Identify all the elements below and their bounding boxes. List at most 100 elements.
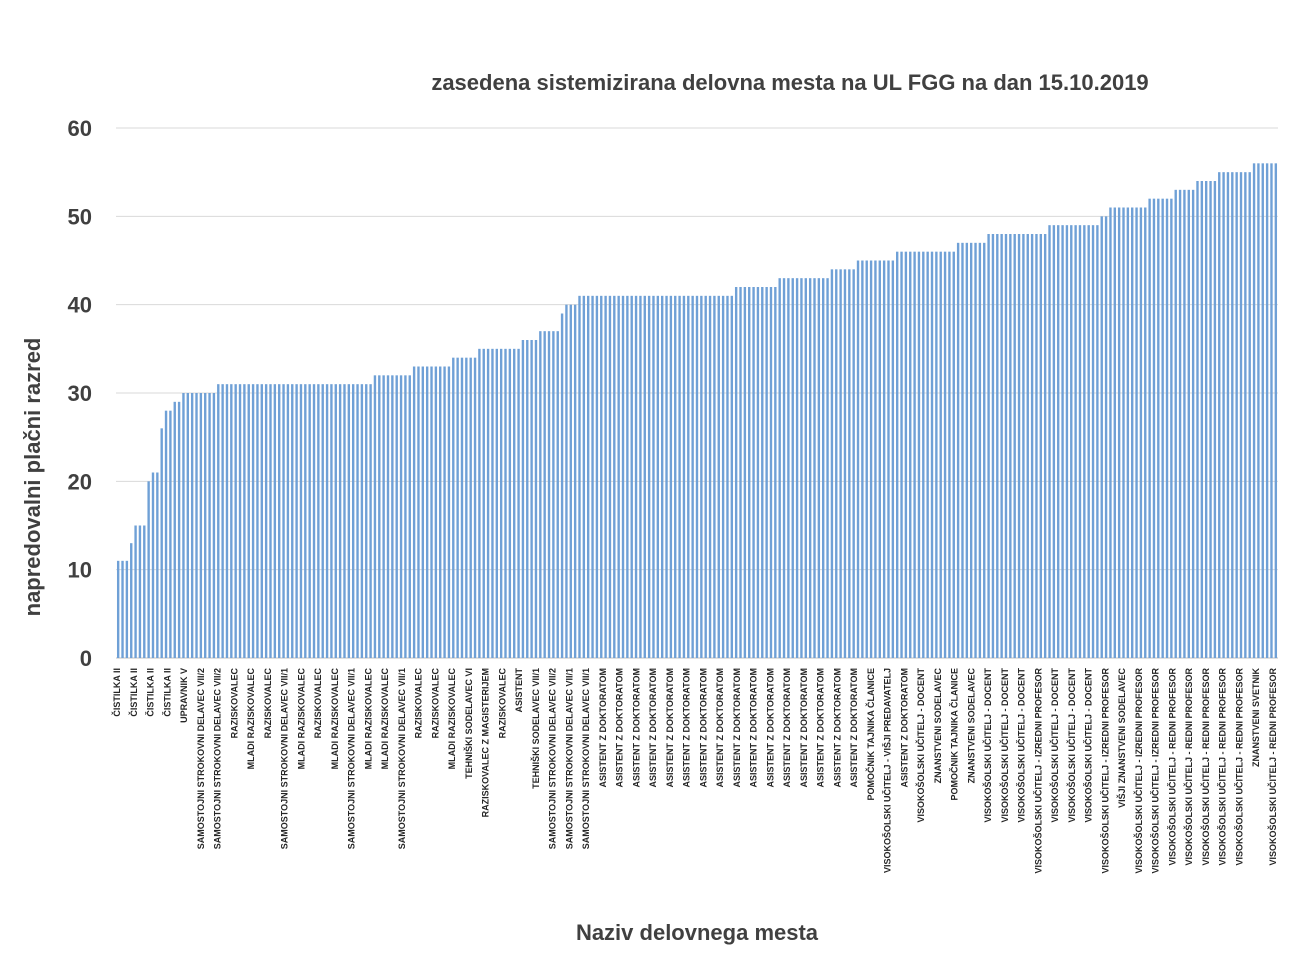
bar: [917, 251, 921, 659]
bar: [639, 295, 642, 658]
bar: [1265, 163, 1269, 658]
bar: [1204, 181, 1208, 658]
bar: [1009, 234, 1012, 658]
bar: [869, 260, 873, 658]
bar: [1165, 198, 1169, 659]
bar: [447, 366, 451, 658]
x-tick-label: RAZISKOVALEC: [313, 668, 323, 739]
x-tick-label: VISOKOŠOLSKI UČITELJ - REDNI PROFESOR: [1167, 668, 1178, 866]
bar: [952, 251, 955, 659]
bars: [116, 163, 1278, 659]
x-tick-label: ASISTENT Z DOKTORATOM: [682, 668, 692, 788]
bar: [1257, 163, 1260, 658]
bar: [1174, 189, 1177, 658]
bar: [130, 543, 133, 658]
bar: [282, 384, 285, 658]
bar: [839, 269, 842, 658]
bar: [1152, 198, 1156, 659]
bar: [1057, 225, 1060, 659]
bar: [116, 560, 120, 658]
bar: [408, 375, 411, 658]
bar: [591, 295, 594, 658]
bar: [334, 384, 337, 658]
bar: [373, 375, 377, 658]
bar: [1226, 172, 1230, 659]
bar: [1209, 181, 1212, 658]
x-axis-ticks: ČISTILKA II ČISTILKA II ČISTILKA II ČISTILK…: [111, 668, 1278, 874]
bar: [830, 269, 834, 658]
bar: [156, 472, 159, 658]
bar: [822, 278, 825, 658]
bar: [991, 234, 995, 658]
bar: [195, 393, 198, 658]
bar: [460, 357, 464, 658]
bar: [517, 348, 520, 658]
bar: [291, 384, 294, 658]
x-tick-label: VISOKOŠOLSKI UČITELJ - IZREDNI PROFESOR: [1133, 668, 1144, 874]
x-tick-label: ASISTENT Z DOKTORATOM: [631, 668, 641, 788]
bar: [273, 384, 277, 658]
bar: [1135, 207, 1138, 658]
bar: [774, 287, 777, 658]
x-tick-label: ČISTILKA II: [111, 668, 122, 717]
bar: [748, 287, 751, 658]
bar: [1000, 234, 1003, 658]
bar: [935, 251, 938, 659]
x-tick-label: ZNANSTVENI SODELAVEC: [966, 668, 976, 784]
x-tick-label: ASISTENT Z DOKTORATOM: [598, 668, 608, 788]
bar: [434, 366, 438, 658]
bar: [987, 234, 990, 658]
bar: [151, 472, 155, 658]
bar: [391, 375, 394, 658]
bar: [808, 278, 812, 658]
bar: [421, 366, 425, 658]
x-tick-label: MLADI RAZISKOVALEC: [380, 668, 390, 770]
bar: [286, 384, 290, 658]
bar: [1239, 172, 1243, 659]
bar: [573, 304, 577, 658]
bar: [1126, 207, 1130, 658]
x-tick-label: VISOKOŠOLSKI UČITELJ - IZREDNI PROFESOR: [1150, 668, 1161, 874]
bar: [974, 242, 977, 658]
bar: [304, 384, 307, 658]
bar: [560, 313, 564, 658]
bar: [721, 295, 725, 658]
bar: [121, 560, 124, 658]
bar: [1235, 172, 1238, 659]
bar: [626, 295, 629, 658]
bar: [190, 393, 194, 658]
x-tick-label: VISOKOŠOLSKI UČITELJ - DOCENT: [1016, 668, 1027, 823]
bar: [909, 251, 912, 659]
x-tick-label: SAMOSTOJNI STROKOVNI DELAVEC VII/1: [397, 668, 407, 849]
x-tick-label: ASISTENT Z DOKTORATOM: [816, 668, 826, 788]
bar: [878, 260, 881, 658]
bar: [1022, 234, 1025, 658]
x-tick-label: MLADI RAZISKOVALEC: [330, 668, 340, 770]
bar: [308, 384, 311, 658]
bar: [299, 384, 303, 658]
x-tick-label: ČISTILKA II: [161, 668, 172, 717]
bar: [1157, 198, 1160, 659]
x-tick-label: VISOKOŠOLSKI UČITELJ - REDNI PROFESOR: [1234, 668, 1245, 866]
x-tick-label: SAMOSTOJNI STROKOVNI DELAVEC VII/2: [548, 668, 558, 849]
bar: [556, 331, 559, 658]
x-tick-label: MLADI RAZISKOVALEC: [246, 668, 256, 770]
bar: [412, 366, 416, 658]
bar: [1131, 207, 1134, 658]
bar: [417, 366, 420, 658]
y-tick-label: 50: [68, 204, 92, 229]
bar: [1104, 216, 1108, 658]
bar: [1004, 234, 1008, 658]
bar: [804, 278, 807, 658]
x-tick-label: SAMOSTOJNI STROKOVNI DELAVEC VII/2: [213, 668, 223, 849]
x-tick-label: POMOČNIK TAJNIKA ČLANICE: [865, 668, 876, 801]
bar: [1187, 189, 1190, 658]
bar: [943, 251, 947, 659]
bar: [630, 295, 633, 658]
bar: [739, 287, 742, 658]
bar: [956, 242, 960, 658]
bar: [734, 287, 738, 658]
y-tick-label: 20: [68, 469, 92, 494]
bar: [608, 295, 612, 658]
bar: [386, 375, 390, 658]
